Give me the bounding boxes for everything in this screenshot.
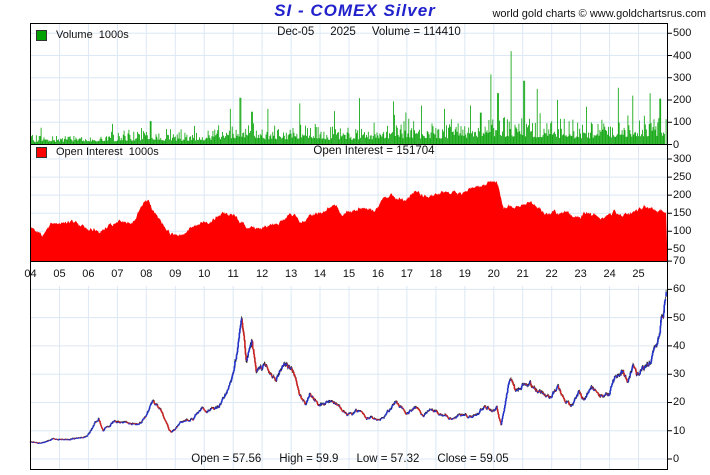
volume-legend: Volume 1000s bbox=[36, 29, 129, 41]
y-tick-label-open-interest: 50 bbox=[673, 243, 686, 256]
y-tick-label-price: 60 bbox=[673, 283, 686, 296]
x-tick-label-year: 19 bbox=[458, 267, 471, 280]
x-tick-label-year: 04 bbox=[24, 267, 37, 280]
y-tick-label-open-interest: 150 bbox=[673, 207, 692, 220]
y-tick-label-volume: 100 bbox=[673, 116, 692, 129]
quote-date: Dec-05 bbox=[277, 26, 315, 38]
x-tick-label-year: 22 bbox=[545, 267, 558, 280]
x-tick-label-year: 21 bbox=[516, 267, 529, 280]
volume-legend-swatch bbox=[36, 29, 47, 41]
ohlc-readout: Open = 57.56 High = 59.9 Low = 57.32 Clo… bbox=[97, 453, 603, 465]
x-tick-label-year: 14 bbox=[313, 267, 327, 280]
x-tick-label-year: 25 bbox=[632, 267, 645, 280]
x-tick-label-year: 24 bbox=[603, 267, 616, 280]
open-interest-legend-swatch bbox=[36, 146, 47, 158]
y-tick-label-open-interest: 300 bbox=[673, 153, 692, 165]
x-tick-label-year: 08 bbox=[140, 267, 153, 280]
quote-year: 2025 bbox=[330, 26, 356, 38]
y-tick-label-volume: 300 bbox=[673, 71, 692, 84]
y-tick-label-volume: 0 bbox=[673, 138, 680, 151]
x-tick-label-year: 12 bbox=[256, 267, 269, 280]
ohlc-high: High = 59.9 bbox=[279, 453, 339, 465]
y-tick-label-price: 30 bbox=[673, 368, 686, 381]
y-tick-label-price: 20 bbox=[673, 396, 686, 409]
y-tick-label-price: 50 bbox=[673, 311, 686, 324]
y-tick-label-open-interest: 100 bbox=[673, 225, 692, 238]
x-tick-label-year: 17 bbox=[400, 267, 414, 280]
chart-title: SI - COMEX Silver bbox=[274, 1, 436, 20]
x-tick-label-year: 07 bbox=[111, 267, 124, 280]
open-interest-legend-label: Open Interest 1000s bbox=[56, 146, 159, 158]
y-tick-label-price: 40 bbox=[673, 339, 686, 352]
volume-header: Dec-05 2025 Volume = 114410 bbox=[169, 26, 569, 38]
y-tick-label-price: 70 bbox=[673, 255, 686, 268]
x-tick-label-year: 18 bbox=[429, 267, 442, 280]
x-tick-label-year: 16 bbox=[371, 267, 385, 280]
y-tick-label-volume: 200 bbox=[673, 94, 692, 107]
x-tick-label-year: 06 bbox=[82, 267, 95, 280]
x-tick-label-year: 09 bbox=[169, 267, 182, 280]
ohlc-low: Low = 57.32 bbox=[356, 453, 420, 465]
volume-legend-label: Volume 1000s bbox=[56, 29, 129, 41]
y-tick-label-open-interest: 200 bbox=[673, 189, 692, 202]
y-tick-label-volume: 500 bbox=[673, 27, 692, 40]
open-interest-legend: Open Interest 1000s bbox=[36, 146, 159, 158]
ohlc-close: Close = 59.05 bbox=[437, 453, 509, 465]
y-tick-label-price: 10 bbox=[673, 424, 686, 437]
y-tick-label-open-interest: 250 bbox=[673, 171, 692, 184]
ohlc-open: Open = 57.56 bbox=[191, 453, 262, 465]
open-interest-header: Open Interest = 151704 bbox=[174, 145, 574, 157]
x-tick-label-year: 10 bbox=[198, 267, 211, 280]
y-tick-label-volume: 400 bbox=[673, 49, 692, 62]
x-tick-label-year: 11 bbox=[227, 267, 239, 280]
x-tick-label-year: 20 bbox=[487, 267, 500, 280]
x-tick-label-year: 15 bbox=[342, 267, 356, 280]
open-interest-readout: Open Interest = 151704 bbox=[313, 145, 435, 157]
x-tick-label-year: 05 bbox=[53, 267, 66, 280]
y-tick-label-price: 0 bbox=[673, 453, 680, 465]
x-tick-label-year: 23 bbox=[574, 267, 587, 280]
x-tick-label-year: 13 bbox=[284, 267, 298, 280]
attribution-text: world gold charts © www.goldchartsrus.co… bbox=[492, 8, 706, 20]
volume-readout: Volume = 114410 bbox=[371, 26, 461, 38]
